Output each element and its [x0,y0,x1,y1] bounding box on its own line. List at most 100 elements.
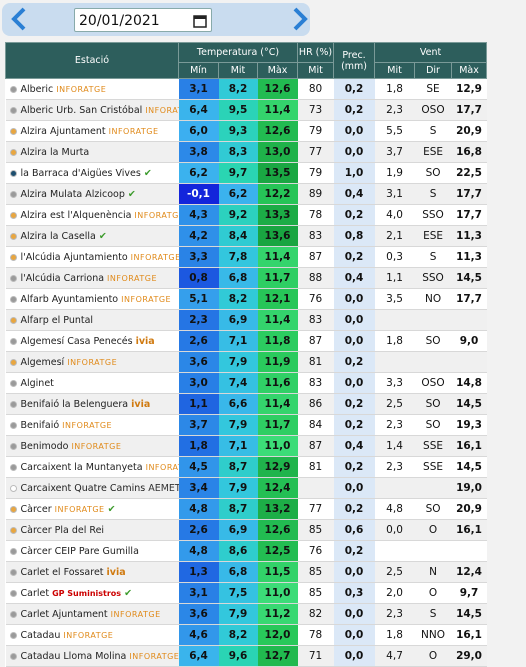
station-name[interactable]: Carcaixent la Muntanyeta [20,461,143,473]
station-cell: Alfarp el Puntal [5,309,179,331]
subheader[interactable]: Mit [374,62,416,79]
humidity: 73 [297,99,334,121]
station-name[interactable]: Alfarp el Puntal [20,314,94,326]
source-tag: INFORATGE [54,504,105,514]
station-cell: Catadau INFORATGE [5,624,179,646]
station-name[interactable]: Alzira est l'Alquenència [20,209,132,221]
source-tag: INFORATGE [130,252,179,262]
verified-check: ✔ [98,230,107,242]
subheader[interactable]: Mit [218,62,258,79]
source-tag: GP Suministros [52,588,122,598]
humidity: 82 [297,603,334,625]
station-name[interactable]: Catadau [20,629,61,641]
station-name[interactable]: Càrcer [20,503,52,515]
wind-max: 14,5 [451,393,487,415]
station-name[interactable]: Alzira la Casella [20,230,96,242]
station-row: Benimodo INFORATGE 1,8 7,1 11,0 87 0,4 1,4 SSE 16… [5,435,487,457]
header[interactable]: Estació [5,42,179,79]
temp-min: 4,8 [178,540,219,562]
station-name[interactable]: Alzira Mulata Alzicoop [20,188,125,200]
station-name[interactable]: Alzira Ajuntament [20,125,106,137]
status-dot [9,526,17,534]
wind-dir: S [414,120,452,142]
station-row: Alberic Urb. San CristóbalINFORATGE6,49,… [5,99,487,121]
temp-mit: 7,9 [218,477,258,499]
humidity: 76 [297,540,334,562]
station-name[interactable]: Benifaió [20,419,60,431]
wind-dir: SO [414,498,452,520]
station-row: Carlet Ajuntament INFORATGE 3,6 7,9 11,2 82 0,… [5,603,487,625]
subheader[interactable]: Màx [451,62,488,79]
station-name[interactable]: l'Alcúdia Carriona [20,272,105,284]
wind-dir: OSO [414,99,452,121]
station-name[interactable]: Carcaixent Quatre Camins [20,482,146,494]
status-dot [9,316,17,324]
status-dot [9,631,17,639]
stations-table: Estació Temperatura (°C) HR (%) Prec. (m… [5,42,488,667]
humidity: 77 [297,141,334,163]
station-cell: Alzira la Casella ✔ [5,225,179,247]
temp-mit: 8,2 [218,78,258,100]
temp-min: -0,1 [178,183,219,205]
wind-mean: 4,7 [374,645,415,667]
station-cell: Alzira Ajuntament INFORATGE [5,120,179,142]
temp-min: 1,1 [178,393,219,415]
wind-max: 14,5 [451,267,487,289]
station-name[interactable]: Alberic [20,83,54,95]
station-cell: Benimodo INFORATGE [5,435,179,457]
status-dot [9,547,17,555]
subheader[interactable]: Mín [178,62,219,79]
station-row: Benifaió INFORATGE 3,7 7,9 11,7 84 0,2 2,3 SO 19,… [5,414,487,436]
subheader[interactable]: Dir [414,62,453,79]
wind-mean: 3,3 [374,372,415,394]
subheader[interactable]: Mit [297,62,335,79]
station-row: Catadau INFORATGE 4,6 8,2 12,0 78 0,0 1,8 NNO 16,… [5,624,487,646]
temp-max: 11,4 [257,246,298,268]
station-name[interactable]: Benifaió la Belenguera [20,398,129,410]
station-name[interactable]: Alginet [20,377,54,389]
wind-mean: 3,7 [374,141,415,163]
prev-day[interactable] [8,7,32,31]
status-dot [9,253,17,261]
date-input[interactable]: 20/01/2021 [74,8,212,32]
precipitation: 0,0 [333,603,375,625]
next-day[interactable] [287,7,311,31]
wind-max: 12,9 [451,78,487,100]
wind-dir: N [414,561,452,583]
temp-mit: 8,7 [218,498,258,520]
humidity: 85 [297,561,334,583]
station-name[interactable]: Carlet Ajuntament [20,608,108,620]
source-tag: INFORATGE [62,420,113,430]
station-name[interactable]: Benimodo [20,440,69,452]
source-tag: INFORATGE [134,210,179,220]
temp-min: 3,7 [178,414,219,436]
wind-dir: S [414,603,452,625]
wind-dir: S [414,246,452,268]
source-tag: INFORATGE [107,273,158,283]
precipitation: 0,2 [333,540,375,562]
station-name[interactable]: Alberic Urb. San Cristóbal [20,104,143,116]
source-tag: INFORATGE [129,651,179,661]
wind-max [451,309,487,331]
station-name[interactable]: l'Alcúdia Ajuntamiento [20,251,128,263]
station-name[interactable]: Alzira la Murta [20,146,90,158]
station-name[interactable]: la Barraca d'Aigües Vives [20,167,141,179]
status-dot [9,652,17,660]
calendar-icon[interactable] [193,14,207,28]
wind-mean: 1,8 [374,330,415,352]
temp-max: 13,5 [257,162,298,184]
subheader[interactable]: Màx [256,62,299,79]
station-name[interactable]: Catadau Lloma Molina [20,650,127,662]
source-tag: ivia [106,566,126,578]
station-name[interactable]: Càrcer Pla del Rei [20,524,105,536]
station-name[interactable]: Algemesí Casa Penecés [20,335,133,347]
station-cell: Carlet GP Suministros ✔ [5,582,179,604]
station-name[interactable]: Alfarb Ayuntamiento [20,293,119,305]
wind-dir: NO [414,288,452,310]
station-name[interactable]: Càrcer CEIP Pare Gumilla [20,545,139,557]
station-name[interactable]: Algemesí [20,356,65,368]
station-name[interactable]: Carlet [20,587,50,599]
station-name[interactable]: Carlet el Fossaret [20,566,104,578]
wind-mean: 4,8 [374,498,415,520]
humidity: 71 [297,645,334,667]
